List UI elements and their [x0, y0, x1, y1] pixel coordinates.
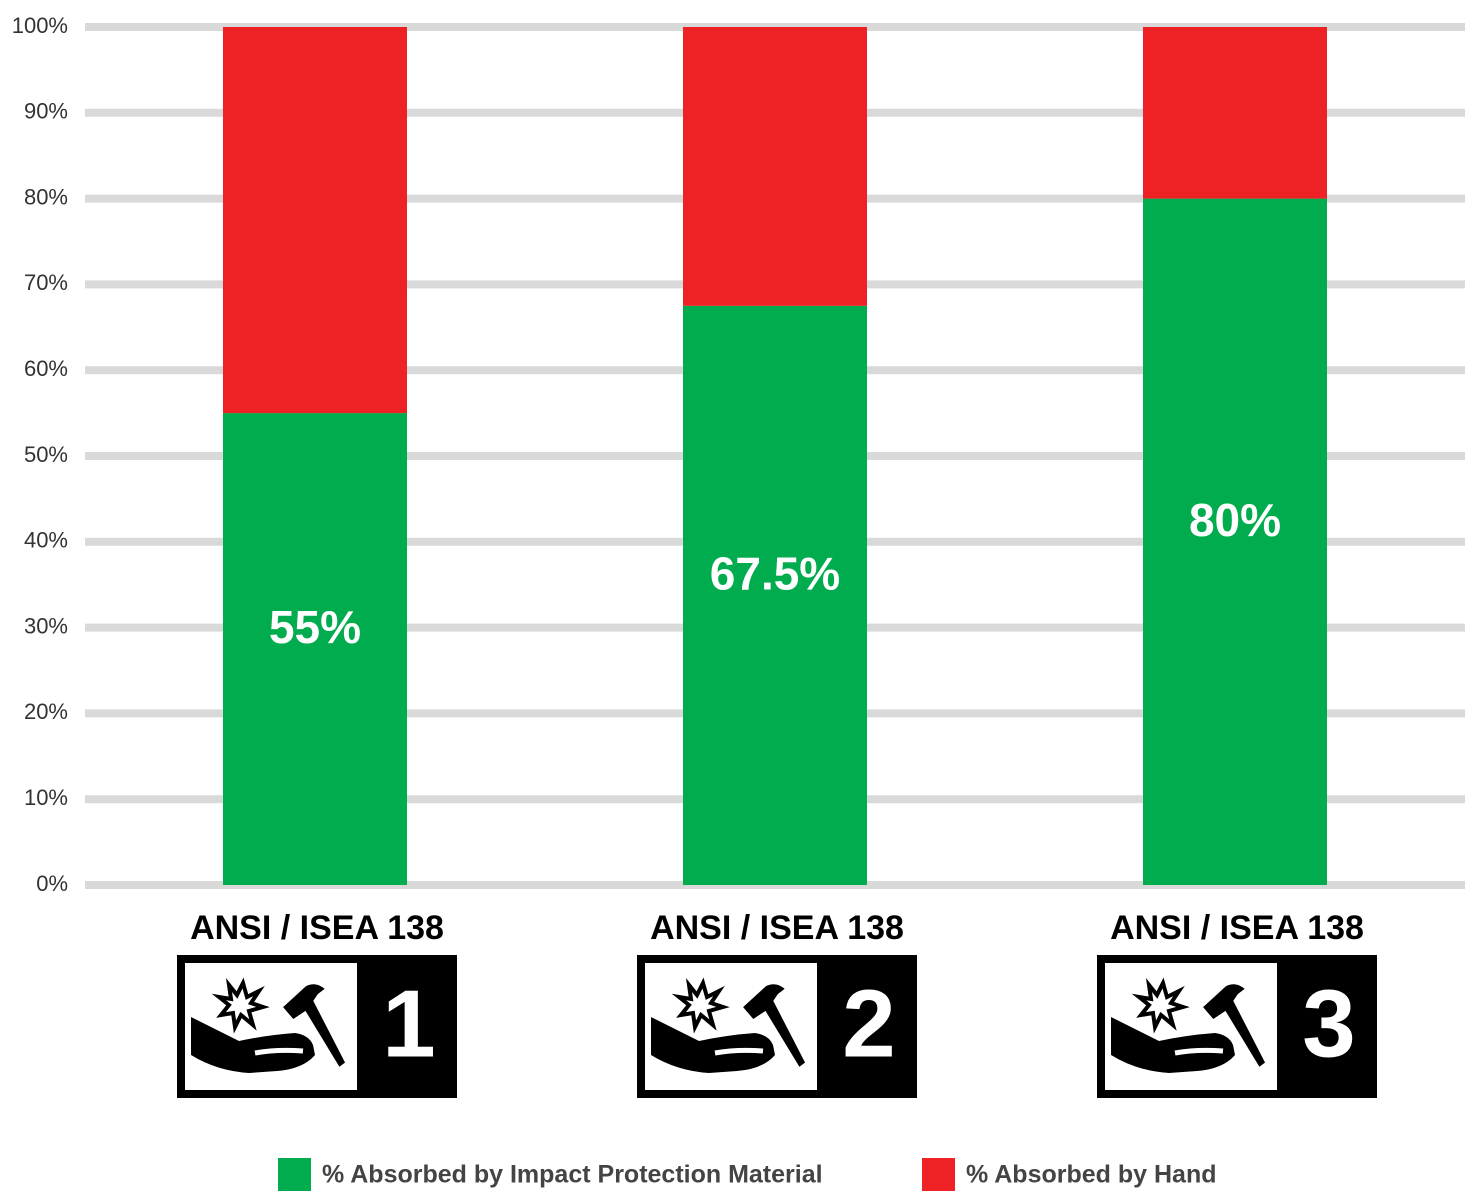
spark-icon: [671, 977, 730, 1034]
y-tick-label: 0%: [36, 871, 68, 896]
bar-segment: [223, 413, 407, 885]
badge: 3: [1097, 955, 1377, 1098]
value-label: 80%: [1189, 494, 1281, 546]
badge: 2: [637, 955, 917, 1098]
spark-icon: [1131, 977, 1190, 1034]
hammer-icon: [278, 981, 349, 1072]
bar-segment: [1143, 27, 1327, 199]
finger-line: [714, 1047, 764, 1056]
y-tick-label: 10%: [24, 785, 68, 810]
y-tick-label: 80%: [24, 184, 68, 209]
value-label: 67.5%: [710, 548, 840, 600]
x-tick-label: ANSI / ISEA 138: [190, 909, 444, 947]
y-tick-label: 30%: [24, 613, 68, 638]
finger-line: [254, 1047, 304, 1056]
y-tick-label: 40%: [24, 528, 68, 553]
badge: 1: [177, 955, 457, 1098]
bar-segment: [683, 27, 867, 306]
y-tick-label: 50%: [24, 442, 68, 467]
hand-icon: [191, 1017, 315, 1073]
y-tick-label: 90%: [24, 99, 68, 124]
bar-segment: [683, 305, 867, 886]
badge-number: 1: [382, 970, 435, 1077]
y-tick-label: 60%: [24, 356, 68, 381]
spark-icon: [211, 977, 270, 1034]
badge-number: 3: [1302, 970, 1355, 1077]
hand-icon: [1111, 1017, 1235, 1073]
hammer-icon: [1198, 981, 1269, 1072]
value-label: 55%: [269, 601, 361, 653]
legend-label: % Absorbed by Impact Protection Material: [322, 1161, 823, 1189]
legend-swatch: [922, 1158, 955, 1191]
x-tick-label: ANSI / ISEA 138: [650, 909, 904, 947]
hammer-icon: [738, 981, 809, 1072]
bar-segment: [223, 27, 407, 414]
finger-line: [1174, 1047, 1224, 1056]
legend-label: % Absorbed by Hand: [966, 1161, 1217, 1189]
x-tick-label: ANSI / ISEA 138: [1110, 909, 1364, 947]
bar-segment: [1143, 198, 1327, 886]
hand-icon: [651, 1017, 775, 1073]
badge-number: 2: [842, 970, 895, 1077]
y-tick-label: 100%: [12, 13, 68, 38]
y-tick-label: 70%: [24, 270, 68, 295]
y-tick-label: 20%: [24, 699, 68, 724]
legend-swatch: [278, 1158, 311, 1191]
